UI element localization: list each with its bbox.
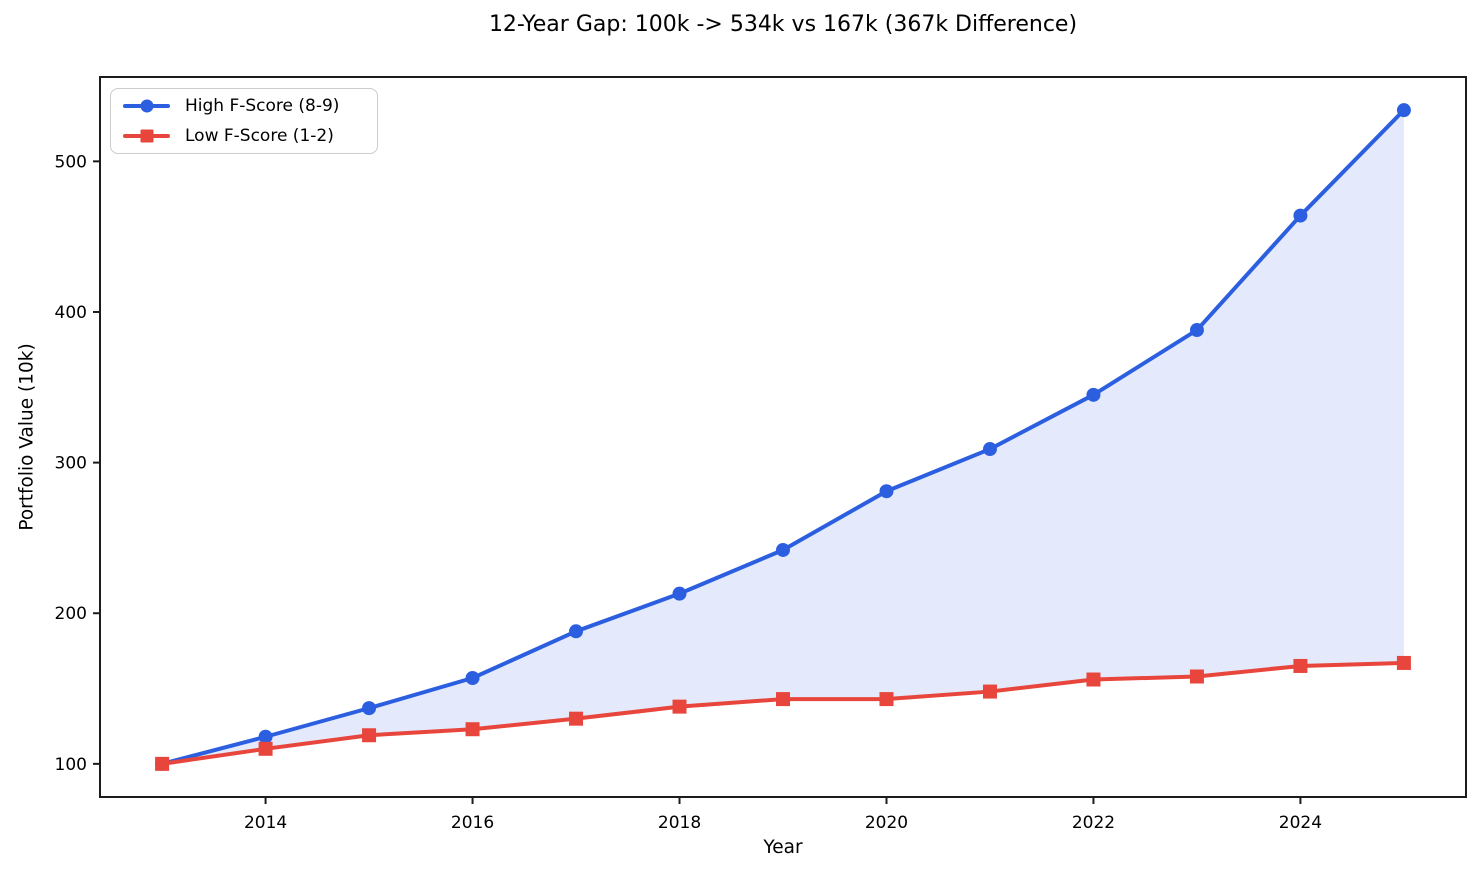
data-point-high: [362, 701, 377, 716]
legend-entry-high: High F-Score (8-9): [123, 92, 365, 120]
legend-label-high: High F-Score (8-9): [185, 95, 340, 116]
data-point-low: [672, 699, 687, 714]
y-tick-label: 100: [55, 755, 87, 775]
data-point-high: [982, 442, 997, 457]
data-point-low: [258, 741, 273, 756]
fill-area: [162, 110, 1404, 764]
data-point-low: [982, 684, 997, 699]
y-tick-label: 300: [55, 454, 87, 474]
data-point-low: [1396, 655, 1411, 670]
y-tick-label: 200: [55, 604, 87, 624]
x-tick-label: 2016: [451, 813, 494, 833]
data-point-high: [1189, 323, 1204, 338]
legend-circle-marker-icon: [140, 99, 153, 113]
x-tick-label: 2014: [244, 813, 287, 833]
data-point-low: [569, 711, 584, 726]
data-point-high: [1086, 387, 1101, 402]
y-tick-label: 500: [55, 152, 87, 172]
legend-swatch-high: [123, 98, 170, 113]
data-point-low: [776, 692, 790, 707]
data-point-high: [1293, 208, 1308, 223]
data-point-high: [569, 624, 584, 639]
data-point-high: [258, 729, 273, 744]
y-axis-label: Portfolio Value (10k): [16, 343, 38, 531]
x-tick-label: 2022: [1072, 813, 1115, 833]
data-point-low: [1293, 658, 1308, 673]
legend-label-low: Low F-Score (1-2): [185, 126, 334, 147]
x-tick-label: 2020: [865, 813, 908, 833]
x-axis-label: Year: [763, 837, 803, 858]
data-point-low: [1086, 672, 1101, 687]
data-point-low: [465, 722, 480, 737]
y-tick-label: 400: [55, 303, 87, 323]
legend-swatch-low: [123, 129, 170, 144]
data-point-low: [362, 728, 377, 743]
legend-entry-low: Low F-Score (1-2): [123, 122, 365, 150]
plot-spines: [99, 76, 1467, 798]
data-point-high: [465, 671, 480, 686]
legend-square-marker-icon: [140, 129, 153, 143]
chart-title: 12-Year Gap: 100k -> 534k vs 167k (367k …: [488, 12, 1078, 37]
x-tick-label: 2018: [658, 813, 701, 833]
data-point-high: [1396, 103, 1411, 118]
x-tick-label: 2024: [1279, 813, 1322, 833]
data-point-low: [1189, 669, 1204, 684]
data-point-high: [776, 542, 790, 557]
data-point-high: [672, 586, 687, 601]
data-point-high: [879, 484, 894, 499]
data-point-low: [879, 692, 894, 707]
data-point-low: [155, 756, 170, 771]
legend: High F-Score (8-9) Low F-Score (1-2): [110, 88, 378, 154]
